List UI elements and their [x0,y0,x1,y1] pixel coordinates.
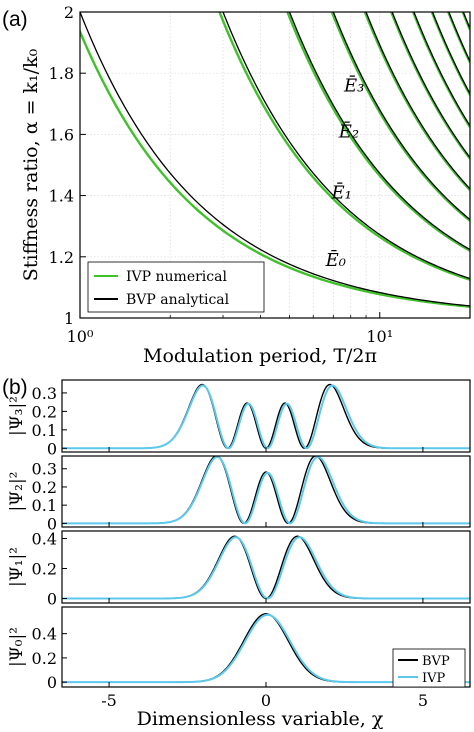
y-tick-label: 1.2 [49,248,74,267]
x-tick-label: 10¹ [366,327,393,346]
legend-box [87,261,265,313]
x-tick-label: 10⁰ [67,327,94,346]
subplot-y-axis-label: |Ψ₀|² [7,627,27,667]
curve-label: Ē₃ [343,74,364,97]
ivp-line [62,384,470,450]
panel-a-y-axis-label: Stiffness ratio, α = k₁/k₀ [20,48,42,281]
ivp-curve-9 [461,12,470,31]
y-tick-label: 0.4 [32,625,57,644]
y-tick-label: 0.2 [32,560,57,579]
ivp-line [62,456,470,525]
curve-label: Ē₀ [325,248,346,271]
bvp-curve-4 [365,12,470,190]
subplot-curves [62,456,470,525]
bvp-curve-1 [222,12,470,280]
panel-a-frame [79,11,471,319]
y-tick-label: 0.2 [32,402,57,421]
bvp-curve-7 [431,12,470,95]
subplot-y-axis-label: |Ψ₃|² [7,396,27,436]
y-tick-label: 0.4 [32,530,57,549]
subplot-psi-2: 00.10.20.3 |Ψ₂|² [7,455,471,533]
panel-a-legend: IVP numerical BVP analytical [87,261,265,313]
y-tick-label: 0.1 [32,496,57,515]
x-tick-label: 0 [261,691,271,710]
subplot-frame [61,455,471,528]
ivp-line [62,536,470,600]
y-tick-label: 0.3 [32,384,57,403]
legend-label-ivp: IVP [422,671,446,686]
panel-b-x-tick-labels: -5 0 5 [101,691,428,710]
y-tick-label: 0 [47,590,57,609]
legend-label-ivp-numerical: IVP numerical [126,269,227,285]
curve-label: Ē₁ [330,181,351,204]
panel-b-label: (b) [2,376,28,399]
bvp-line [62,535,470,600]
legend-label-bvp: BVP [422,654,450,669]
curve-label: Ē₂ [338,119,359,142]
subplot-y-axis-label: |Ψ₁|² [7,547,27,587]
bvp-curve-0 [80,12,470,307]
panel-a-label: (a) [2,8,28,31]
ivp-curve-3 [330,12,470,222]
y-tick-label: 0 [47,514,57,533]
y-tick-label: 0.2 [32,478,57,497]
y-tick-label: 0 [47,439,57,458]
y-tick-label: 2 [64,3,74,22]
y-tick-label: 1.6 [49,125,74,144]
y-tick-label: 0.2 [32,649,57,668]
subplot-psi-3: 00.10.20.3 |Ψ₃|² [7,379,471,458]
bvp-curve-2 [288,12,470,251]
subplot-psi-1: 0 0.2 0.4 |Ψ₁|² [7,530,471,609]
y-tick-label: 1.4 [49,187,74,206]
y-tick-label: 0.1 [32,421,57,440]
subplot-frame [61,379,471,453]
x-tick-label: -5 [101,691,117,710]
ivp-curve-6 [411,12,470,128]
y-tick-label: 0 [47,673,57,692]
bvp-line [62,383,470,450]
panel-b: (b) 00.10.20.3|Ψ₃|²00.10.20.3|Ψ₂|²00.20.… [2,376,471,730]
ivp-curve-5 [389,12,470,160]
subplot-y-axis-label: |Ψ₂|² [7,472,27,512]
x-tick-label: 5 [418,691,428,710]
panel-a-x-axis-label: Modulation period, T/2π [143,345,377,367]
bvp-line [62,456,470,525]
bvp-curve-8 [448,12,470,62]
bvp-curve-6 [413,12,470,127]
panel-b-legend: BVP IVP [392,648,466,688]
legend-label-bvp-analytical: BVP analytical [126,292,230,308]
panel-b-x-axis-label: Dimensionless variable, χ [137,708,384,730]
ivp-curve-2 [286,12,470,252]
y-tick-label: 1.8 [49,64,74,83]
panel-b-subplots: 00.10.20.3|Ψ₃|²00.10.20.3|Ψ₂|²00.20.4|Ψ₁… [7,379,471,710]
panel-a: (a) 10⁰ 10¹ 1 1.2 1.4 1.6 1.8 2 Ē₀ Ē₁ Ē₂ Ē₃ IVP nu… [2,3,471,367]
ivp-curve-4 [363,12,470,191]
panel-a-curve-labels: Ē₀ Ē₁ Ē₂ Ē₃ [325,74,365,271]
ivp-curve-1 [218,12,470,281]
panel-a-curves [80,12,470,308]
bvp-curve-5 [391,12,470,158]
ivp-curve-0 [80,28,470,308]
bvp-curve-3 [332,12,470,221]
subplot-frame [61,530,471,604]
subplot-curves [62,535,470,600]
legend-box [392,648,466,688]
y-tick-label: 0.3 [32,460,57,479]
bvp-curve-9 [462,12,470,29]
subplot-curves [62,383,470,450]
panel-a-ticks: 10⁰ 10¹ 1 1.2 1.4 1.6 1.8 2 [49,3,394,346]
y-tick-label: 1 [64,309,74,328]
